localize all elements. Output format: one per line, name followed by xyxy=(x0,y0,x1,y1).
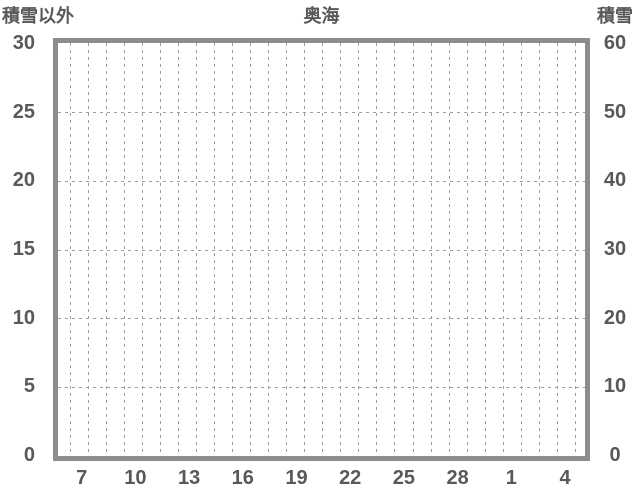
y-gridline xyxy=(58,318,585,320)
right-axis-tick-label: 50 xyxy=(603,100,627,123)
x-axis-tick-label: 28 xyxy=(446,467,469,489)
right-axis-tick-label: 30 xyxy=(603,238,627,260)
x-axis-tick-label: 7 xyxy=(76,467,88,489)
left-axis-tick-label: 25 xyxy=(12,100,35,123)
right-axis-tick-label: 0 xyxy=(609,444,621,466)
y-gridline xyxy=(58,111,585,113)
right-axis-title: 積雪 xyxy=(597,6,633,26)
x-axis-tick-label: 16 xyxy=(231,467,254,489)
chart-title: 奥海 xyxy=(303,6,340,26)
y-gridline xyxy=(58,180,585,182)
left-axis-tick-label: 20 xyxy=(12,169,35,192)
right-axis-tick-label: 20 xyxy=(603,306,627,329)
left-axis-tick-label: 10 xyxy=(12,306,35,329)
gridlines xyxy=(58,43,585,456)
x-axis-tick-label: 4 xyxy=(559,467,571,489)
plot-area xyxy=(53,38,590,461)
left-axis-tick-label: 0 xyxy=(23,444,35,466)
x-axis-tick-label: 19 xyxy=(285,467,308,489)
left-axis-tick-label: 15 xyxy=(12,238,35,260)
right-axis-tick-label: 60 xyxy=(603,32,627,54)
x-axis-tick-label: 1 xyxy=(505,467,517,489)
right-axis-tick-label: 40 xyxy=(603,169,627,192)
y-gridline xyxy=(58,249,585,251)
right-axis-tick-label: 10 xyxy=(603,375,627,398)
left-axis-tick-label: 5 xyxy=(23,375,35,398)
x-axis-tick-label: 10 xyxy=(124,467,147,489)
x-axis-tick-label: 22 xyxy=(339,467,362,489)
left-axis-title: 積雪以外 xyxy=(2,6,74,26)
y-gridline xyxy=(58,387,585,389)
left-axis-tick-label: 30 xyxy=(12,32,35,54)
x-axis-tick-label: 25 xyxy=(392,467,416,489)
x-axis-tick-label: 13 xyxy=(177,467,201,489)
